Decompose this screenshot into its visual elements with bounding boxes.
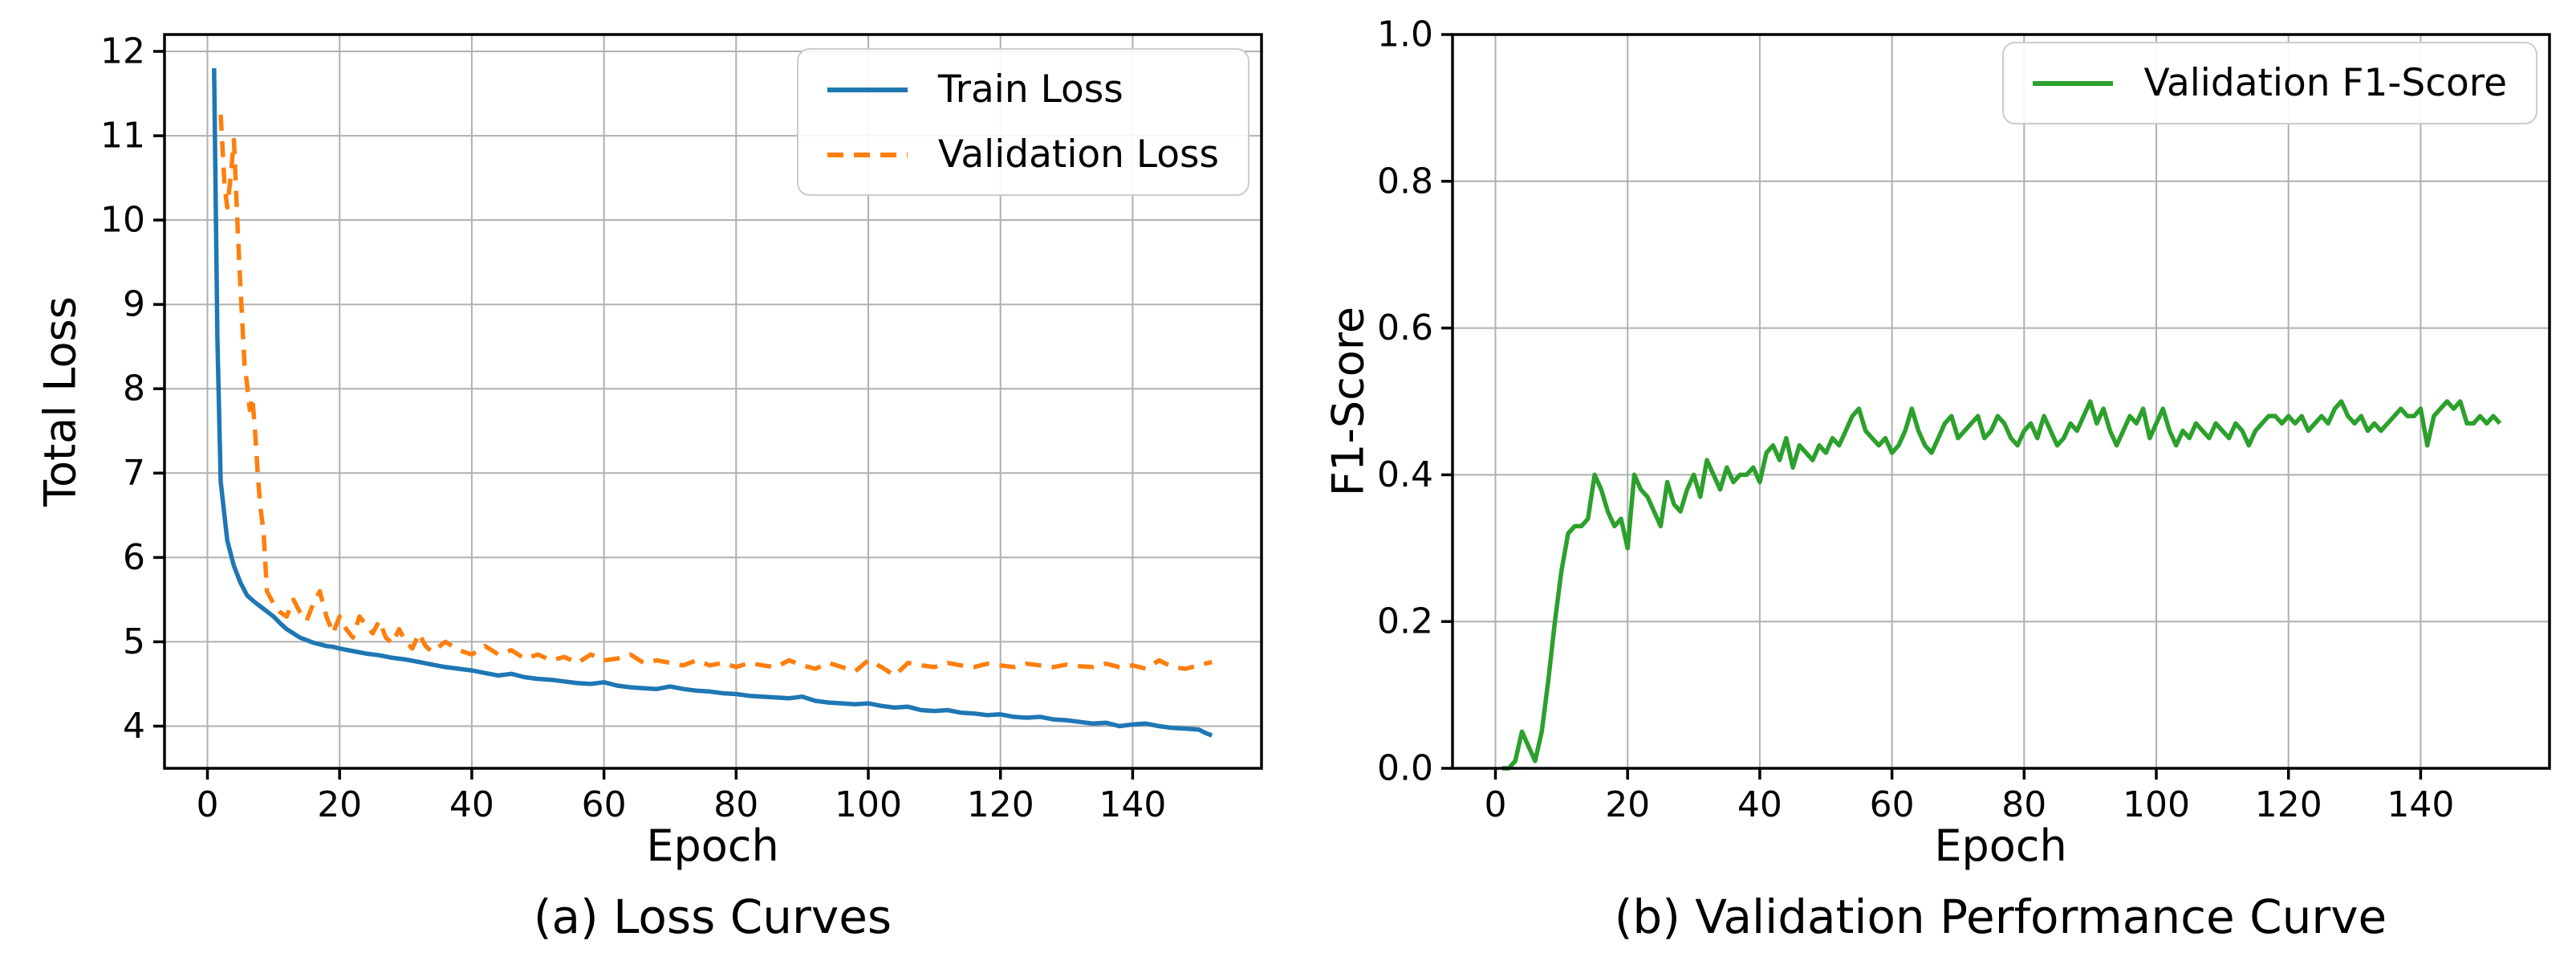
plot-validation-performance: 0 20 40 60 80 100 120 140 0.0 0.2 0.4 0.6 0.8 1.0 F1-…: [1288, 0, 2576, 965]
y-tick-label: 9: [123, 284, 145, 325]
x-tick-label: 40: [449, 784, 494, 825]
subplot-caption-a: (a) Loss Curves: [533, 890, 892, 944]
x-tick-label: 100: [835, 784, 902, 825]
y-tick-label: 5: [123, 621, 145, 662]
solid-line-sample: [827, 87, 908, 92]
x-tick-label: 80: [2001, 784, 2046, 825]
plot-loss-curves: 0 20 40 60 80 100 120 140 4 5 6 7 8 9 10 11 12 Total Los…: [35, 31, 1263, 944]
x-tick-label: 140: [1099, 784, 1166, 825]
x-tick-label: 0: [197, 784, 219, 825]
x-tick-label: 20: [1605, 784, 1650, 825]
y-tick-label: 1.0: [1377, 14, 1433, 55]
y-tick-label: 4: [123, 706, 145, 747]
legend-label: Train Loss: [937, 67, 1123, 112]
series-line: [1501, 399, 2502, 771]
legend-entry: Train Loss: [827, 67, 1219, 112]
y-tick-label: 0.8: [1377, 161, 1433, 202]
f1-score-canvas: 0 20 40 60 80 100 120 140 0.0 0.2 0.4 0.6 0.8 1.0: [1377, 14, 2551, 825]
x-tick-label: 60: [582, 784, 627, 825]
legend-loss: Train Loss Validation Loss: [796, 48, 1249, 196]
y-tick-label: 0.4: [1377, 454, 1433, 495]
series-line: [218, 114, 1213, 678]
y-tick-label: 0.2: [1377, 601, 1433, 642]
x-tick-label: 120: [967, 784, 1034, 825]
x-axis-label: Epoch: [646, 820, 779, 871]
y-tick-label: 8: [123, 368, 145, 409]
legend-label: Validation F1-Score: [2143, 61, 2507, 105]
y-tick-label: 0.0: [1377, 748, 1433, 789]
x-tick-label: 140: [2387, 784, 2454, 825]
axes-frame: [163, 33, 1263, 770]
y-axis-label: Total Loss: [35, 296, 86, 507]
y-axis-label: F1-Score: [1323, 306, 1374, 497]
dashed-line-sample: [827, 152, 908, 157]
x-tick-label: 60: [1870, 784, 1915, 825]
x-tick-label: 80: [713, 784, 758, 825]
y-tick-label: 0.6: [1377, 307, 1433, 348]
x-tick-label: 40: [1737, 784, 1782, 825]
legend-label: Validation Loss: [937, 132, 1219, 177]
y-tick-label: 11: [100, 116, 145, 157]
y-tick-label: 6: [123, 537, 145, 578]
x-tick-label: 20: [317, 784, 362, 825]
y-tick-label: 10: [100, 200, 145, 241]
solid-line-sample: [2033, 80, 2114, 86]
subplot-caption-b: (b) Validation Performance Curve: [1614, 890, 2387, 944]
x-axis-label: Epoch: [1934, 820, 2067, 871]
y-tick-label: 12: [100, 31, 145, 72]
x-tick-label: 100: [2123, 784, 2190, 825]
series-line: [212, 67, 1213, 738]
legend-entry: Validation F1-Score: [2033, 61, 2507, 105]
x-tick-label: 0: [1485, 784, 1507, 825]
x-tick-label: 120: [2255, 784, 2322, 825]
y-tick-label: 7: [123, 453, 145, 494]
legend-entry: Validation Loss: [827, 132, 1219, 177]
legend-f1: Validation F1-Score: [2002, 42, 2537, 124]
axes-frame: [1451, 33, 2551, 770]
